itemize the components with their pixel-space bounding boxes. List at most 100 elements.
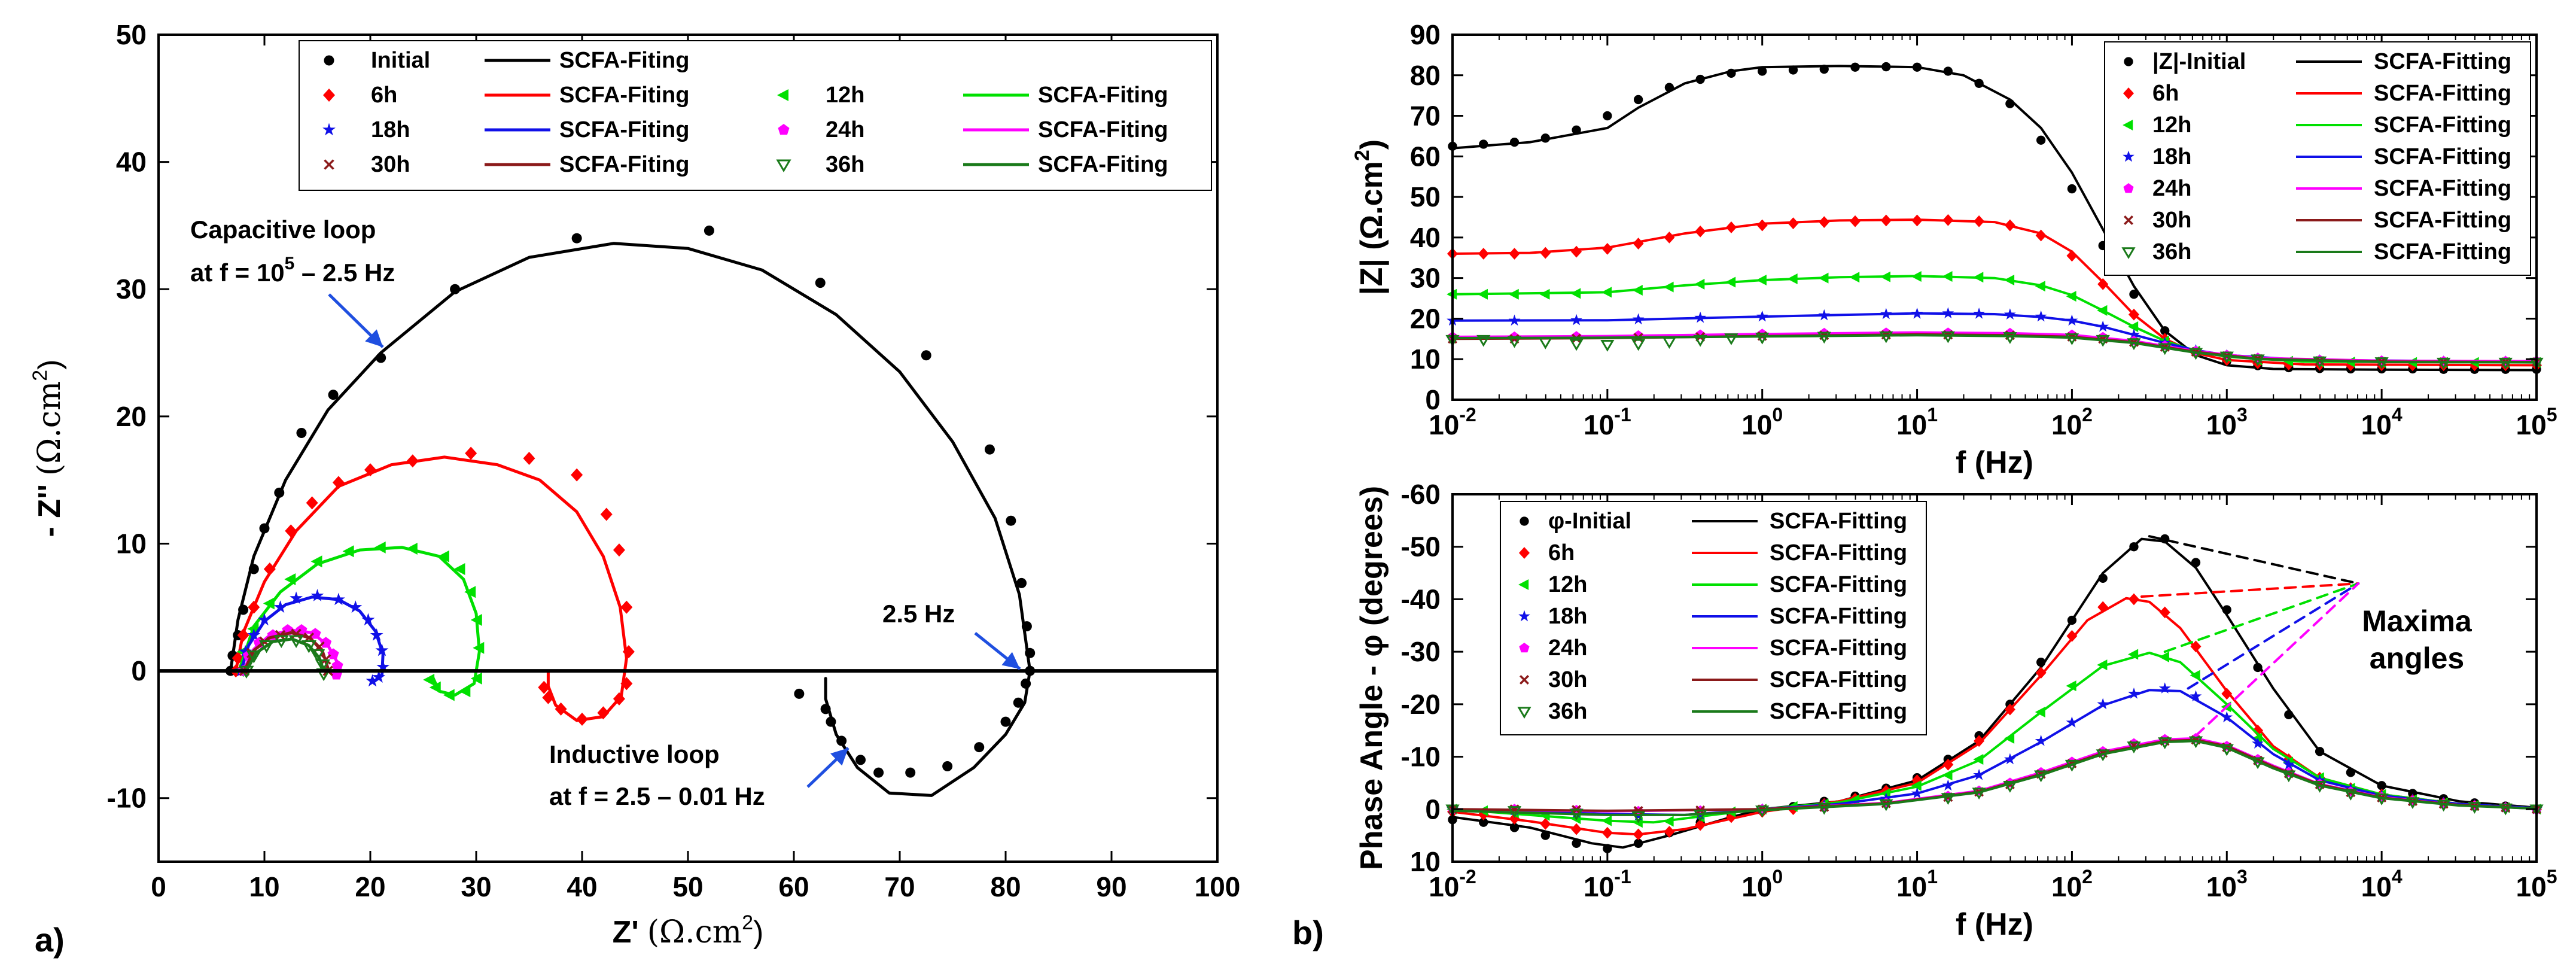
nyquist-data-point	[366, 674, 379, 687]
hz-point-label: 2.5 Hz	[882, 600, 955, 628]
phase-data-point	[1664, 826, 1675, 838]
phase-data-point	[2190, 690, 2202, 702]
phase-data-point	[2190, 670, 2200, 681]
nyquist-data-point	[620, 677, 633, 691]
nyquist-data-point	[376, 660, 390, 673]
phase-data-point	[2097, 601, 2109, 613]
y-tick-label: 90	[1410, 19, 1441, 50]
phase-data-point	[1507, 806, 1522, 818]
nyquist-data-point	[576, 712, 588, 726]
legend-fit-label: SCFA-Fiting	[559, 152, 689, 177]
legend-marker	[2124, 215, 2133, 225]
nyquist-data-point	[1021, 621, 1032, 632]
modulus-data-point	[1973, 272, 1984, 283]
y-tick-label: -10	[107, 783, 147, 814]
modulus-data-point	[1942, 270, 1953, 282]
modulus-data-point	[1572, 125, 1581, 135]
legend-fit-label: SCFA-Fitting	[2374, 239, 2511, 264]
x-tick-label: 10-2	[1429, 404, 1476, 440]
phase-data-point	[2096, 749, 2110, 762]
capacitive-loop-label: Capacitive loop	[190, 215, 376, 244]
modulus-data-point	[2005, 99, 2015, 108]
modulus-data-point	[1603, 111, 1612, 121]
nyquist-data-point	[905, 767, 916, 778]
modulus-data-point	[1601, 242, 1613, 255]
phase-data-point	[2035, 707, 2045, 718]
x-tick-label: 10-2	[1429, 866, 1476, 902]
modulus-data-point	[1818, 309, 1831, 321]
legend-marker	[778, 124, 790, 135]
modulus-series-36h	[1445, 331, 2544, 370]
y-axis-label-unit: (Ω.cm	[32, 381, 68, 476]
nyquist-data-point	[855, 755, 866, 765]
nyquist-data-point	[794, 688, 805, 699]
nyquist-data-point	[423, 673, 435, 686]
phase-data-point	[1973, 768, 1985, 780]
phase-data-point	[1879, 799, 1893, 811]
nyquist-data-point	[620, 600, 633, 614]
nyquist-data-point	[288, 635, 304, 649]
modulus-data-point	[1756, 219, 1768, 232]
y-tick-label: 0	[131, 655, 147, 686]
x-tick-label: 103	[2206, 404, 2248, 440]
phase-data-point	[1540, 831, 1550, 840]
modulus-data-point	[2158, 343, 2172, 355]
nyquist-data-point	[284, 573, 296, 585]
modulus-data-point	[1756, 310, 1768, 322]
modulus-data-point	[2498, 357, 2513, 370]
phase-data-point	[2437, 799, 2451, 812]
phase-data-point	[1911, 780, 1922, 791]
x-tick-label: 90	[1096, 871, 1126, 902]
nyquist-data-point	[296, 427, 307, 438]
phase-data-point	[1911, 787, 1923, 799]
phase-data-point	[2158, 682, 2171, 694]
x-tick-label: 101	[1896, 866, 1938, 902]
maxima-label: angles	[2370, 641, 2464, 675]
nyquist-data-point	[258, 613, 271, 626]
x-tick-label: 20	[355, 871, 385, 902]
legend-marker	[2123, 87, 2134, 99]
capacitive-freq-sup: 5	[285, 254, 295, 273]
modulus-data-point	[2127, 338, 2141, 351]
nyquist-data-point	[613, 543, 625, 557]
phase-data-point	[1603, 844, 1612, 853]
modulus-data-point	[1694, 278, 1705, 290]
legend-entry-label: 24h	[2152, 176, 2191, 201]
nyquist-data-point	[263, 562, 276, 576]
y-tick-label: 10	[1410, 846, 1441, 877]
y-axis-label-close: )	[1354, 139, 1389, 150]
x-tick-exp: -1	[1614, 866, 1631, 887]
nyquist-data-point	[274, 487, 285, 498]
phase-data-point	[2343, 789, 2358, 801]
x-tick-base: 10	[2051, 409, 2082, 440]
x-tick-base: 10	[1584, 871, 1614, 902]
x-tick-base: 10	[2051, 871, 2082, 902]
nyquist-data-point	[820, 704, 831, 714]
legend-marker	[322, 123, 336, 136]
nyquist-data-point	[538, 680, 550, 694]
phase-data-point	[2221, 711, 2233, 723]
legend-entry-label: |Z|-Initial	[2152, 49, 2246, 74]
phase-data-point	[2251, 757, 2265, 770]
legend-entry-label: 12h	[826, 83, 864, 108]
legend-marker	[1519, 547, 1530, 559]
y-tick-label: 40	[1410, 222, 1441, 253]
phase-data-point	[2067, 615, 2077, 625]
nyquist-data-point	[372, 670, 386, 683]
phase-data-point	[2188, 736, 2203, 749]
nyquist-data-point	[942, 761, 953, 772]
panel-label-b: b)	[1292, 914, 1324, 951]
x-tick-label: 101	[1896, 404, 1938, 440]
modulus-data-point	[1974, 215, 1985, 227]
modulus-data-point	[1600, 340, 1615, 352]
maxima-dashed-line	[2148, 535, 2360, 585]
nyquist-data-point	[1021, 678, 1031, 689]
y-tick-label: 40	[116, 147, 147, 178]
modulus-data-point	[2128, 308, 2139, 321]
nyquist-data-point	[370, 628, 383, 641]
x-tick-label: 10	[249, 871, 279, 902]
nyquist-legend: Initial SCFA-Fiting 6h SCFA-Fiting 18h SCFA-F…	[299, 40, 1212, 191]
phase-data-point	[2034, 770, 2048, 783]
legend-entry-label: 12h	[1548, 572, 1587, 597]
phase-data-point	[2219, 744, 2234, 756]
